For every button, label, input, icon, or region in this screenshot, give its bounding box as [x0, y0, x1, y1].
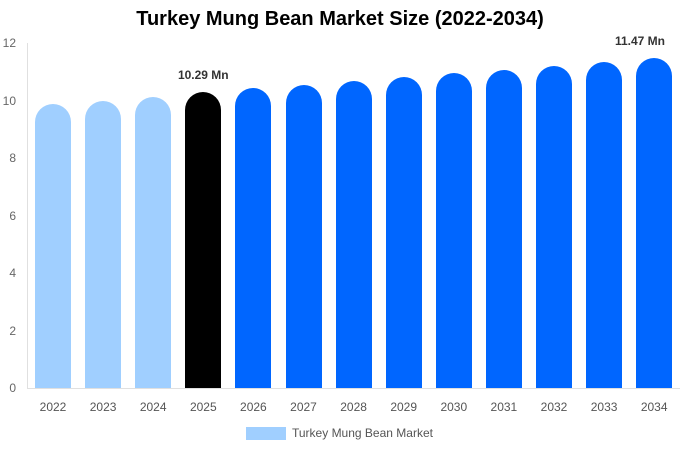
data-label-2025: 10.29 Mn	[177, 68, 229, 83]
legend[interactable]: Turkey Mung Bean Market	[246, 426, 433, 440]
y-tick-label: 6	[9, 208, 16, 223]
x-tick-label: 2031	[490, 400, 518, 414]
x-tick-label: 2024	[139, 400, 167, 414]
legend-label: Turkey Mung Bean Market	[292, 426, 433, 440]
y-axis-line	[27, 43, 28, 389]
x-axis-line	[27, 388, 680, 389]
y-tick-label: 10	[2, 93, 16, 108]
bar-2033[interactable]	[586, 62, 623, 388]
bar-2027[interactable]	[285, 84, 322, 388]
x-tick-label: 2025	[189, 400, 217, 414]
bar-2032[interactable]	[536, 66, 572, 388]
x-tick-label: 2030	[440, 400, 468, 414]
x-tick-label: 2027	[290, 400, 317, 414]
y-tick-label: 8	[9, 151, 16, 165]
y-tick-label: 2	[9, 323, 16, 338]
x-tick-label: 2034	[640, 400, 668, 414]
bar-2030[interactable]	[435, 73, 472, 388]
chart-title: Turkey Mung Bean Market Size (2022-2034)	[136, 8, 544, 30]
bar-2025[interactable]	[185, 92, 222, 388]
x-tick-label: 2032	[540, 400, 568, 414]
bar-2029[interactable]	[385, 77, 422, 388]
x-tick-label: 2033	[590, 400, 618, 414]
x-tick-label: 2026	[240, 400, 267, 414]
x-tick-label: 2029	[390, 400, 418, 414]
y-tick-label: 0	[9, 381, 16, 395]
y-tick-label: 12	[2, 36, 16, 50]
data-label-2034: 11.47 Mn	[614, 34, 666, 49]
x-tick-label: 2022	[39, 400, 67, 414]
legend-swatch	[246, 426, 286, 440]
bar-2026[interactable]	[235, 88, 272, 388]
x-tick-label: 2023	[89, 400, 117, 414]
bar-2023[interactable]	[85, 100, 122, 388]
bar-2024[interactable]	[135, 97, 172, 388]
bar-2031[interactable]	[485, 69, 522, 388]
x-tick-label: 2028	[340, 400, 367, 414]
y-tick-label: 4	[9, 266, 16, 280]
bar-2022[interactable]	[35, 103, 71, 388]
bar-2034[interactable]	[636, 58, 673, 388]
bar-2028[interactable]	[335, 80, 372, 388]
